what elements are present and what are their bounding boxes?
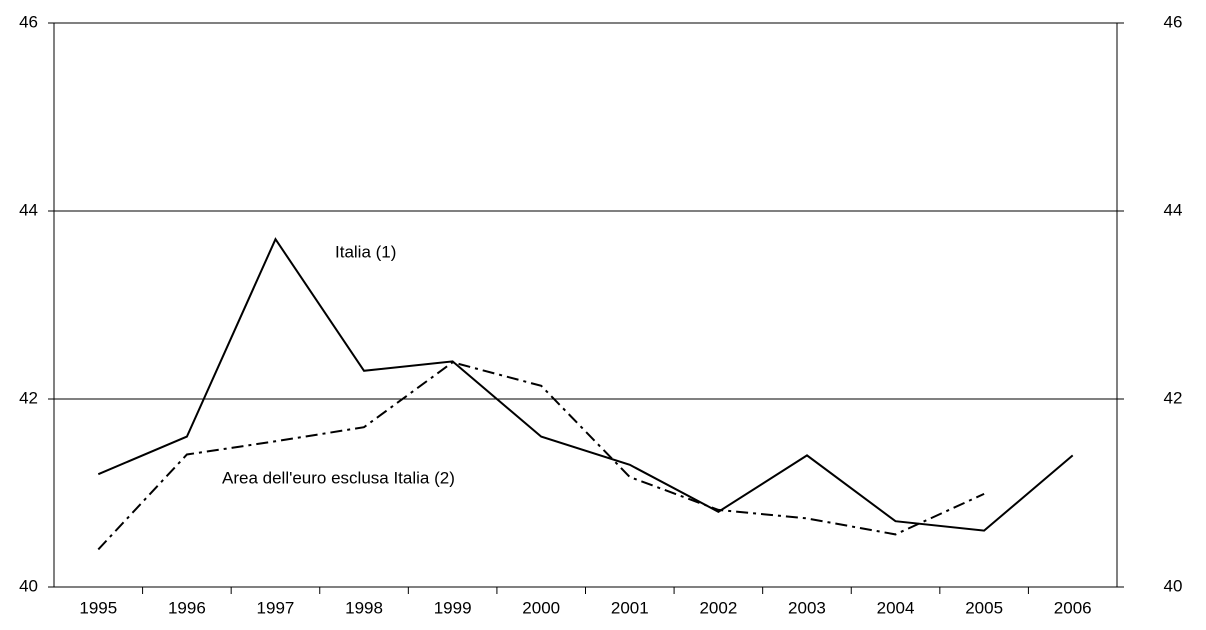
x-tick-label: 1999 (434, 598, 472, 617)
y-tick-label: 46 (19, 12, 38, 31)
x-tick-label: 2002 (699, 598, 737, 617)
plot-frame (53, 22, 1118, 588)
series-label: Area dell'euro esclusa Italia (2) (222, 468, 455, 487)
x-tick-label: 2005 (965, 598, 1003, 617)
x-tick-label: 1997 (257, 598, 295, 617)
series-label: Italia (1) (335, 242, 396, 261)
series-line (97, 361, 985, 551)
y2-tick-label: 42 (1164, 388, 1183, 407)
x-tick-label: 2003 (788, 598, 826, 617)
y2-tick-label: 46 (1164, 12, 1183, 31)
y-tick-label: 42 (19, 388, 38, 407)
y2-tick-label: 40 (1164, 576, 1183, 595)
y-tick-label: 44 (19, 200, 38, 219)
x-tick-label: 1995 (79, 598, 117, 617)
x-tick-label: 1998 (345, 598, 383, 617)
x-tick-label: 2004 (877, 598, 915, 617)
x-tick-label: 1996 (168, 598, 206, 617)
x-tick-label: 2006 (1054, 598, 1092, 617)
x-tick-label: 2001 (611, 598, 649, 617)
x-tick-label: 2000 (522, 598, 560, 617)
y-tick-label: 40 (19, 576, 38, 595)
series-line (97, 237, 1074, 532)
y2-tick-label: 44 (1164, 200, 1183, 219)
